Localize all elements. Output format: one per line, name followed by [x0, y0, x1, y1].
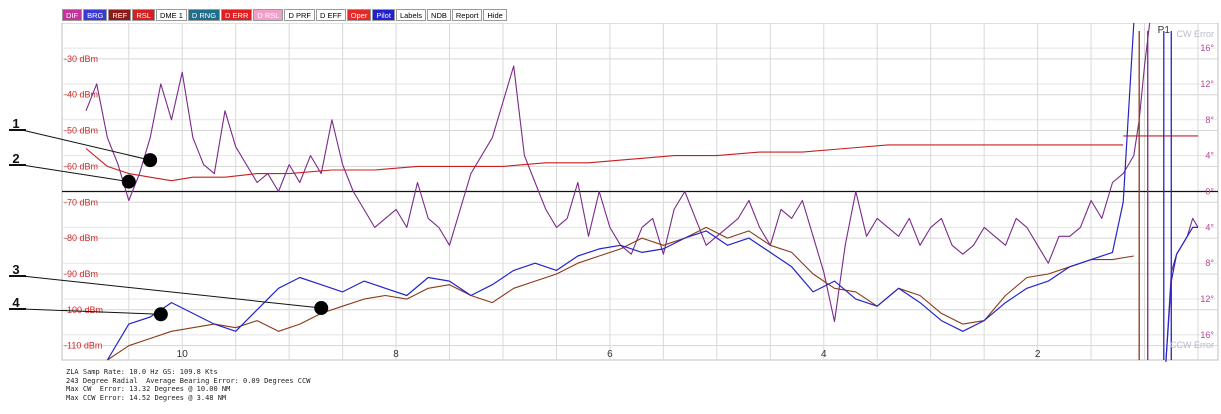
toggle-labels-button[interactable]: Labels: [396, 9, 426, 21]
right-tick-label: 16°: [1200, 330, 1214, 340]
toggle-d-err-button[interactable]: D ERR: [221, 9, 252, 21]
toggle-d-rsl-button[interactable]: D RSL: [253, 9, 283, 21]
toggle-ref-button[interactable]: REF: [108, 9, 131, 21]
callout-number-2: 2: [12, 151, 19, 166]
flight-info-panel: ZLA Samp Rate: 10.0 Hz GS: 109.8 Kts 243…: [66, 368, 310, 402]
x-tick-label: 6: [607, 349, 613, 360]
toggle-d-rng-button[interactable]: D RNG: [188, 9, 220, 21]
callout-number-4: 4: [12, 295, 20, 310]
right-tick-label: 4°: [1205, 222, 1214, 232]
x-tick-label: 2: [1035, 349, 1041, 360]
toggle-dme-1-button[interactable]: DME 1: [156, 9, 187, 21]
right-tick-label: 12°: [1200, 294, 1214, 304]
callout-dot-3: [314, 301, 328, 315]
ccw-error-label: CCW Error: [1170, 340, 1214, 350]
left-tick-label: -70 dBm: [64, 197, 98, 207]
right-tick-label: 12°: [1200, 79, 1214, 89]
toggle-dif-button[interactable]: DIF: [62, 9, 82, 21]
toggle-pilot-button[interactable]: Pilot: [372, 9, 395, 21]
cw-error-label: CW Error: [1177, 29, 1215, 39]
info-line-average-error: 243 Degree Radial Average Bearing Error:…: [66, 377, 310, 386]
toggle-report-button[interactable]: Report: [452, 9, 483, 21]
left-tick-label: -50 dBm: [64, 126, 98, 136]
callout-number-3: 3: [12, 262, 19, 277]
toggle-d-prf-button[interactable]: D PRF: [284, 9, 315, 21]
right-tick-label: 16°: [1200, 43, 1214, 53]
info-line-max-cw: Max CW Error: 13.32 Degrees @ 10.00 NM: [66, 385, 310, 394]
toggle-ndb-button[interactable]: NDB: [427, 9, 451, 21]
left-tick-label: -40 dBm: [64, 90, 98, 100]
marker-label: P1: [1158, 25, 1171, 36]
right-tick-label: 8°: [1205, 258, 1214, 268]
left-tick-label: -60 dBm: [64, 161, 98, 171]
right-tick-label: 4°: [1205, 151, 1214, 161]
toggle-rsl-button[interactable]: RSL: [132, 9, 155, 21]
info-line-max-ccw: Max CCW Error: 14.52 Degrees @ 3.48 NM: [66, 394, 310, 403]
x-tick-label: 4: [821, 349, 827, 360]
left-tick-label: -30 dBm: [64, 54, 98, 64]
toggle-brg-button[interactable]: BRG: [83, 9, 107, 21]
right-tick-label: 8°: [1205, 115, 1214, 125]
left-tick-label: -100 dBm: [64, 305, 103, 315]
info-line-samp-rate: ZLA Samp Rate: 10.0 Hz GS: 109.8 Kts: [66, 368, 310, 377]
toggle-oper-button[interactable]: Oper: [347, 9, 372, 21]
left-axis-ticks: -30 dBm -40 dBm -50 dBm -60 dBm -70 dBm -80 d…: [64, 54, 103, 351]
right-tick-label: 0°: [1205, 187, 1214, 197]
callout-dot-2: [122, 175, 136, 189]
grid: [62, 23, 1218, 360]
toggle-d-eff-button[interactable]: D EFF: [316, 9, 346, 21]
x-tick-label: 8: [393, 349, 399, 360]
x-tick-label: 10: [177, 349, 189, 360]
callout-dot-1: [143, 153, 157, 167]
callout-dot-4: [154, 307, 168, 321]
left-tick-label: -80 dBm: [64, 233, 98, 243]
left-tick-label: -110 dBm: [64, 341, 102, 351]
signal-chart: P1 -30 dBm -40 dBm -50 dBm -60 dBm -70 dBm -8…: [0, 23, 1221, 363]
toggle-hide-button[interactable]: Hide: [483, 9, 506, 21]
callout-number-1: 1: [12, 116, 19, 131]
left-tick-label: -90 dBm: [64, 269, 98, 279]
